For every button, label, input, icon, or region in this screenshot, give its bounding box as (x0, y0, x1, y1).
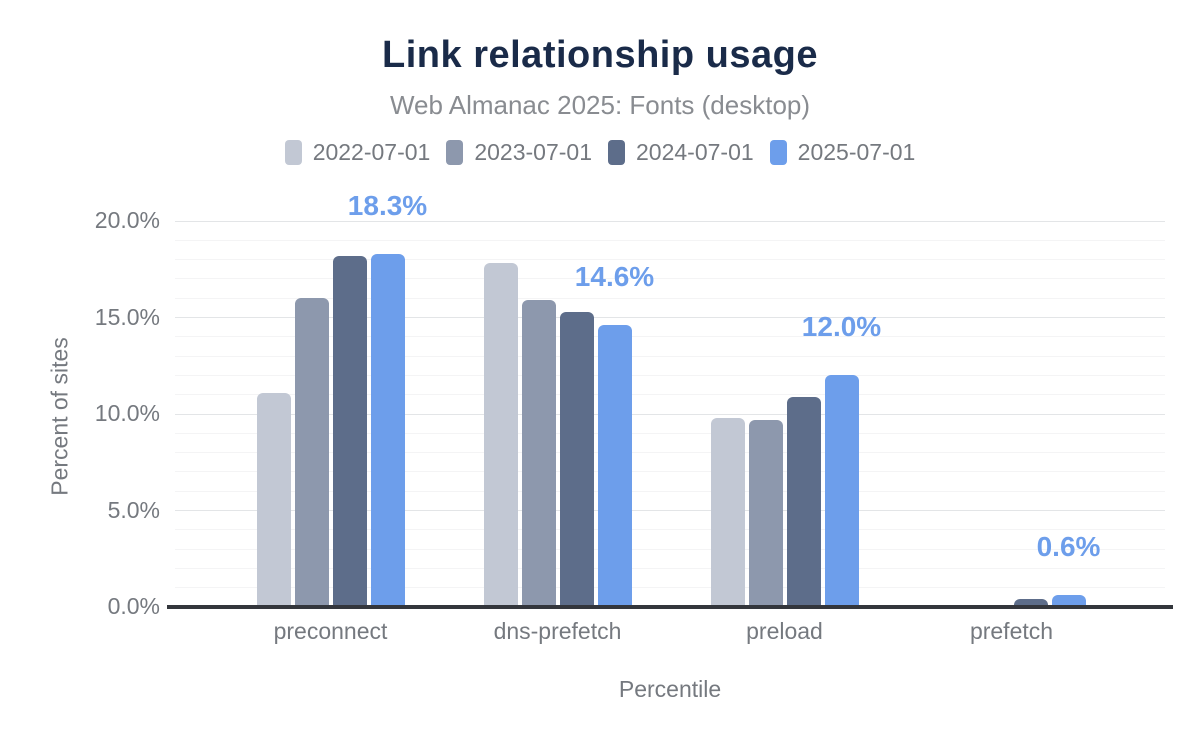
minor-gridline (175, 355, 1165, 357)
plot-area: 0.0% 5.0% 10.0% 15.0% 20.0% 18.3% preconnect 14… (95, 191, 1173, 644)
category-group-preconnect: 18.3% preconnect (217, 191, 444, 644)
major-gridline (175, 413, 1165, 415)
legend-label: 2022-07-01 (312, 139, 431, 165)
category-group-prefetch: 0.6% prefetch (898, 221, 1125, 644)
bar-preload-2024-07-01[interactable] (786, 396, 821, 607)
legend-item-2023-07-01: 2023-07-01 (446, 139, 592, 166)
y-tick-label: 15.0% (94, 303, 160, 330)
bar-preload-2023-07-01[interactable] (748, 419, 783, 607)
bar-preconnect-2023-07-01[interactable] (294, 298, 329, 607)
legend-item-2025-07-01: 2025-07-01 (769, 139, 916, 166)
bar-dns-prefetch-2025-07-01[interactable] (597, 325, 632, 607)
chart-subtitle: Web Almanac 2025: Fonts (desktop) (389, 90, 811, 120)
bar-preconnect-2022-07-01[interactable] (256, 392, 291, 607)
minor-gridline (175, 432, 1165, 434)
x-tick-label-prefetch: prefetch (969, 618, 1054, 644)
data-label-prefetch: 0.6% (1036, 531, 1101, 563)
bar-prefetch-2025-07-01[interactable] (1051, 595, 1086, 607)
minor-gridline (175, 239, 1165, 241)
legend: 2022-07-01 2023-07-01 2024-07-01 2025-07-01 (0, 139, 1200, 166)
x-tick-label-dns-prefetch: dns-prefetch (493, 618, 622, 644)
minor-gridline (175, 374, 1165, 376)
y-tick-label: 5.0% (107, 496, 160, 523)
x-tick-label-preload: preload (746, 618, 823, 644)
category-group-dns-prefetch: 14.6% dns-prefetch (444, 221, 671, 644)
bar-preload-2025-07-01[interactable] (824, 375, 859, 607)
minor-gridline (175, 490, 1165, 492)
minor-gridline (175, 259, 1165, 261)
y-tick-label: 10.0% (94, 400, 160, 426)
x-axis-line (167, 605, 1173, 609)
data-label-dns-prefetch: 14.6% (574, 261, 655, 293)
minor-gridline (175, 297, 1165, 299)
minor-gridline (175, 548, 1165, 550)
bar-preconnect-2024-07-01[interactable] (332, 255, 367, 607)
major-gridline (175, 510, 1165, 511)
minor-gridline (175, 587, 1165, 589)
category-group-preload: 12.0% preload (671, 221, 898, 644)
minor-gridline (175, 529, 1165, 531)
minor-gridline (175, 394, 1165, 396)
bar-preconnect-2025-07-01[interactable] (370, 253, 405, 607)
chart-title: Link relationship usage (382, 34, 818, 76)
major-gridline (175, 317, 1165, 318)
minor-gridline (175, 567, 1165, 569)
bar-prefetch-2024-07-01[interactable] (1013, 599, 1048, 607)
minor-gridline (175, 278, 1165, 280)
legend-label: 2024-07-01 (636, 139, 754, 165)
legend-swatch-icon (284, 140, 302, 165)
legend-swatch-icon (769, 140, 787, 165)
bar-preload-2022-07-01[interactable] (710, 417, 745, 607)
legend-swatch-icon (608, 140, 625, 165)
minor-gridline (175, 452, 1165, 454)
bar-dns-prefetch-2024-07-01[interactable] (559, 311, 594, 607)
legend-item-2024-07-01: 2024-07-01 (608, 139, 754, 166)
x-tick-label-preconnect: preconnect (273, 618, 388, 644)
x-axis-title: Percentile (618, 676, 722, 702)
legend-item-2022-07-01: 2022-07-01 (284, 139, 431, 166)
minor-gridline (175, 336, 1165, 338)
bar-dns-prefetch-2022-07-01[interactable] (483, 263, 518, 607)
minor-gridline (175, 471, 1165, 473)
y-tick-label: 0.0% (107, 593, 160, 619)
y-tick-label: 20.0% (94, 207, 160, 233)
data-label-preconnect: 18.3% (347, 189, 428, 221)
legend-label: 2023-07-01 (474, 139, 592, 165)
data-label-preload: 12.0% (801, 311, 882, 343)
bar-dns-prefetch-2023-07-01[interactable] (521, 300, 556, 607)
major-gridline (175, 220, 1165, 222)
bar-groups: 18.3% preconnect 14.6% dns-prefetch 12.0% pre… (217, 191, 1125, 644)
legend-label: 2025-07-01 (797, 139, 916, 165)
legend-swatch-icon (446, 140, 464, 165)
